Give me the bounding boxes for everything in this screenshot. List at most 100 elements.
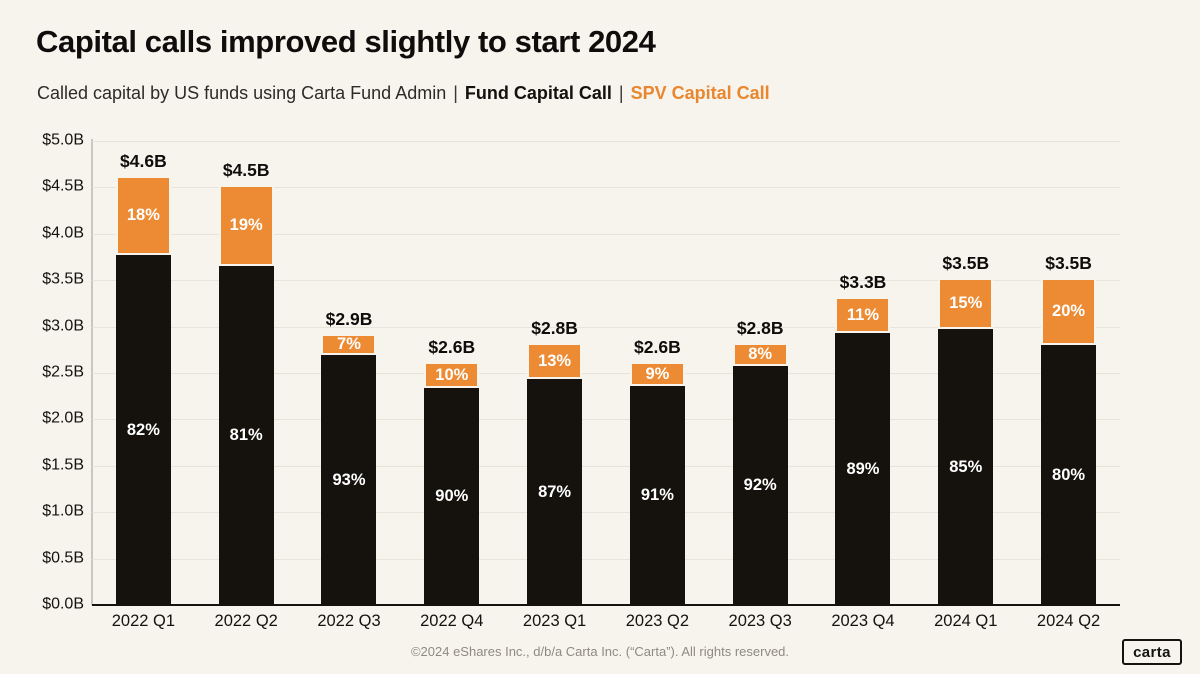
bar-total-label: $2.9B xyxy=(325,309,373,329)
y-tick-label: $3.0B xyxy=(42,317,84,335)
legend-fund-capital-call: Fund Capital Call xyxy=(464,83,612,103)
bar-total-label: $2.8B xyxy=(736,318,784,338)
stacked-bar: $2.8B 13% 87% xyxy=(527,318,583,605)
plot-area: $4.6B 18% 82% $4.5B 19% 81% $2.9B 7% 93% $2.6B 10%… xyxy=(91,139,1120,606)
bar-group-2022-q1: $4.6B 18% 82% xyxy=(92,141,195,605)
bar-total-label: $2.8B xyxy=(531,318,578,338)
gridline xyxy=(92,373,1120,374)
carta-logo-text: carta xyxy=(1133,643,1171,661)
spv-pct-label: 18% xyxy=(126,206,160,225)
legend-spv-capital-call: SPV Capital Call xyxy=(630,83,770,103)
carta-logo: carta xyxy=(1122,639,1182,665)
stacked-bar: $3.5B 20% 80% xyxy=(1041,253,1097,605)
x-tick-label: 2024 Q1 xyxy=(934,612,998,630)
stacked-bar: $2.6B 9% 91% xyxy=(629,337,685,605)
bar-group-2023-q3: $2.8B 8% 92% xyxy=(709,141,812,605)
spv-pct-label: 15% xyxy=(949,294,983,313)
stacked-bar: $3.3B 11% 89% xyxy=(835,272,891,605)
gridline xyxy=(92,465,1120,467)
bar-group-2022-q4: $2.6B 10% 90% xyxy=(400,141,503,605)
stacked-bar: $3.5B 15% 85% xyxy=(938,253,994,605)
x-tick-label: 2022 Q1 xyxy=(111,612,176,630)
fund-pct-label: 92% xyxy=(743,476,777,495)
fund-segment: 82% xyxy=(115,255,171,605)
y-axis: $5.0B $4.5B $4.0B $3.5B $3.0B $2.5B $2.0B $1.5B… xyxy=(14,132,84,613)
y-tick-label: $2.0B xyxy=(42,410,84,428)
spv-segment: 19% xyxy=(218,187,274,266)
gridline xyxy=(92,233,1120,235)
fund-segment: 87% xyxy=(527,379,583,605)
x-axis-line xyxy=(92,604,1120,606)
bar-total-label: $2.6B xyxy=(634,337,681,357)
copyright-text: ©2024 eShares Inc., d/b/a Carta Inc. (“C… xyxy=(410,644,790,659)
x-tick-label: 2022 Q2 xyxy=(214,612,278,630)
fund-segment: 93% xyxy=(321,355,377,605)
bar-group-2024-q2: $3.5B 20% 80% xyxy=(1017,141,1120,605)
gridline xyxy=(92,280,1120,282)
spv-pct-label: 13% xyxy=(538,351,572,370)
fund-segment: 89% xyxy=(835,333,891,605)
spv-segment: 18% xyxy=(115,178,171,255)
stacked-bar: $2.9B 7% 93% xyxy=(321,309,377,605)
gridline xyxy=(92,419,1120,421)
subtitle-separator: | xyxy=(453,83,458,103)
y-tick-label: $4.0B xyxy=(42,224,84,242)
stacked-bar: $2.6B 10% 90% xyxy=(424,337,480,605)
spv-segment: 10% xyxy=(424,364,480,388)
bar-group-2022-q3: $2.9B 7% 93% xyxy=(298,141,401,605)
fund-segment: 85% xyxy=(938,329,994,605)
spv-segment: 15% xyxy=(938,280,994,329)
y-tick-label: $5.0B xyxy=(42,131,84,149)
gridline xyxy=(92,512,1120,514)
y-tick-label: $0.0B xyxy=(42,595,84,613)
spv-segment: 20% xyxy=(1041,280,1097,345)
fund-segment: 81% xyxy=(218,266,274,605)
fund-pct-label: 91% xyxy=(640,486,674,505)
spv-pct-label: 20% xyxy=(1052,302,1086,321)
fund-pct-label: 87% xyxy=(538,482,572,501)
stacked-bar: $4.6B 18% 82% xyxy=(115,151,171,605)
spv-segment: 9% xyxy=(629,364,685,386)
bar-total-label: $4.6B xyxy=(120,151,167,171)
bar-total-label: $3.5B xyxy=(942,253,990,273)
page-title: Capital calls improved slightly to start… xyxy=(36,24,656,59)
y-tick-label: $4.5B xyxy=(42,178,84,196)
x-tick-label: 2023 Q2 xyxy=(625,612,690,630)
fund-segment: 91% xyxy=(629,386,685,605)
bar-total-label: $3.5B xyxy=(1045,253,1092,273)
spv-pct-label: 10% xyxy=(435,365,469,384)
subtitle-text: Called capital by US funds using Carta F… xyxy=(37,83,447,103)
stacked-bar: $2.8B 8% 92% xyxy=(732,318,788,605)
spv-pct-label: 19% xyxy=(229,216,263,235)
bar-group-2024-q1: $3.5B 15% 85% xyxy=(914,141,1017,605)
gridline xyxy=(92,558,1120,560)
fund-pct-label: 89% xyxy=(846,459,880,478)
fund-pct-label: 93% xyxy=(332,470,366,489)
subtitle-separator: | xyxy=(618,83,624,103)
y-tick-label: $2.5B xyxy=(42,363,84,381)
fund-pct-label: 85% xyxy=(949,457,983,476)
spv-pct-label: 8% xyxy=(748,345,773,364)
x-tick-label: 2023 Q1 xyxy=(522,612,587,630)
fund-segment: 90% xyxy=(424,388,480,605)
bars-row: $4.6B 18% 82% $4.5B 19% 81% $2.9B 7% 93% $2.6B 10%… xyxy=(92,141,1120,605)
fund-segment: 92% xyxy=(732,366,788,605)
bar-total-label: $3.3B xyxy=(839,272,887,292)
spv-segment: 7% xyxy=(321,335,377,355)
spv-segment: 13% xyxy=(527,345,583,379)
bar-group-2023-q1: $2.8B 13% 87% xyxy=(503,141,606,605)
gridline xyxy=(92,187,1120,189)
bar-group-2023-q4: $3.3B 11% 89% xyxy=(812,141,915,605)
fund-pct-label: 81% xyxy=(229,426,263,445)
y-tick-label: $1.0B xyxy=(42,502,84,520)
spv-segment: 8% xyxy=(732,345,788,366)
x-tick-label: 2023 Q4 xyxy=(831,612,895,630)
bar-total-label: $4.5B xyxy=(222,160,270,180)
bar-total-label: $2.6B xyxy=(428,337,476,357)
y-tick-label: $3.5B xyxy=(42,270,84,288)
spv-pct-label: 7% xyxy=(337,335,361,354)
gridline xyxy=(92,141,1120,142)
fund-pct-label: 80% xyxy=(1052,465,1086,484)
spv-pct-label: 11% xyxy=(846,305,880,324)
